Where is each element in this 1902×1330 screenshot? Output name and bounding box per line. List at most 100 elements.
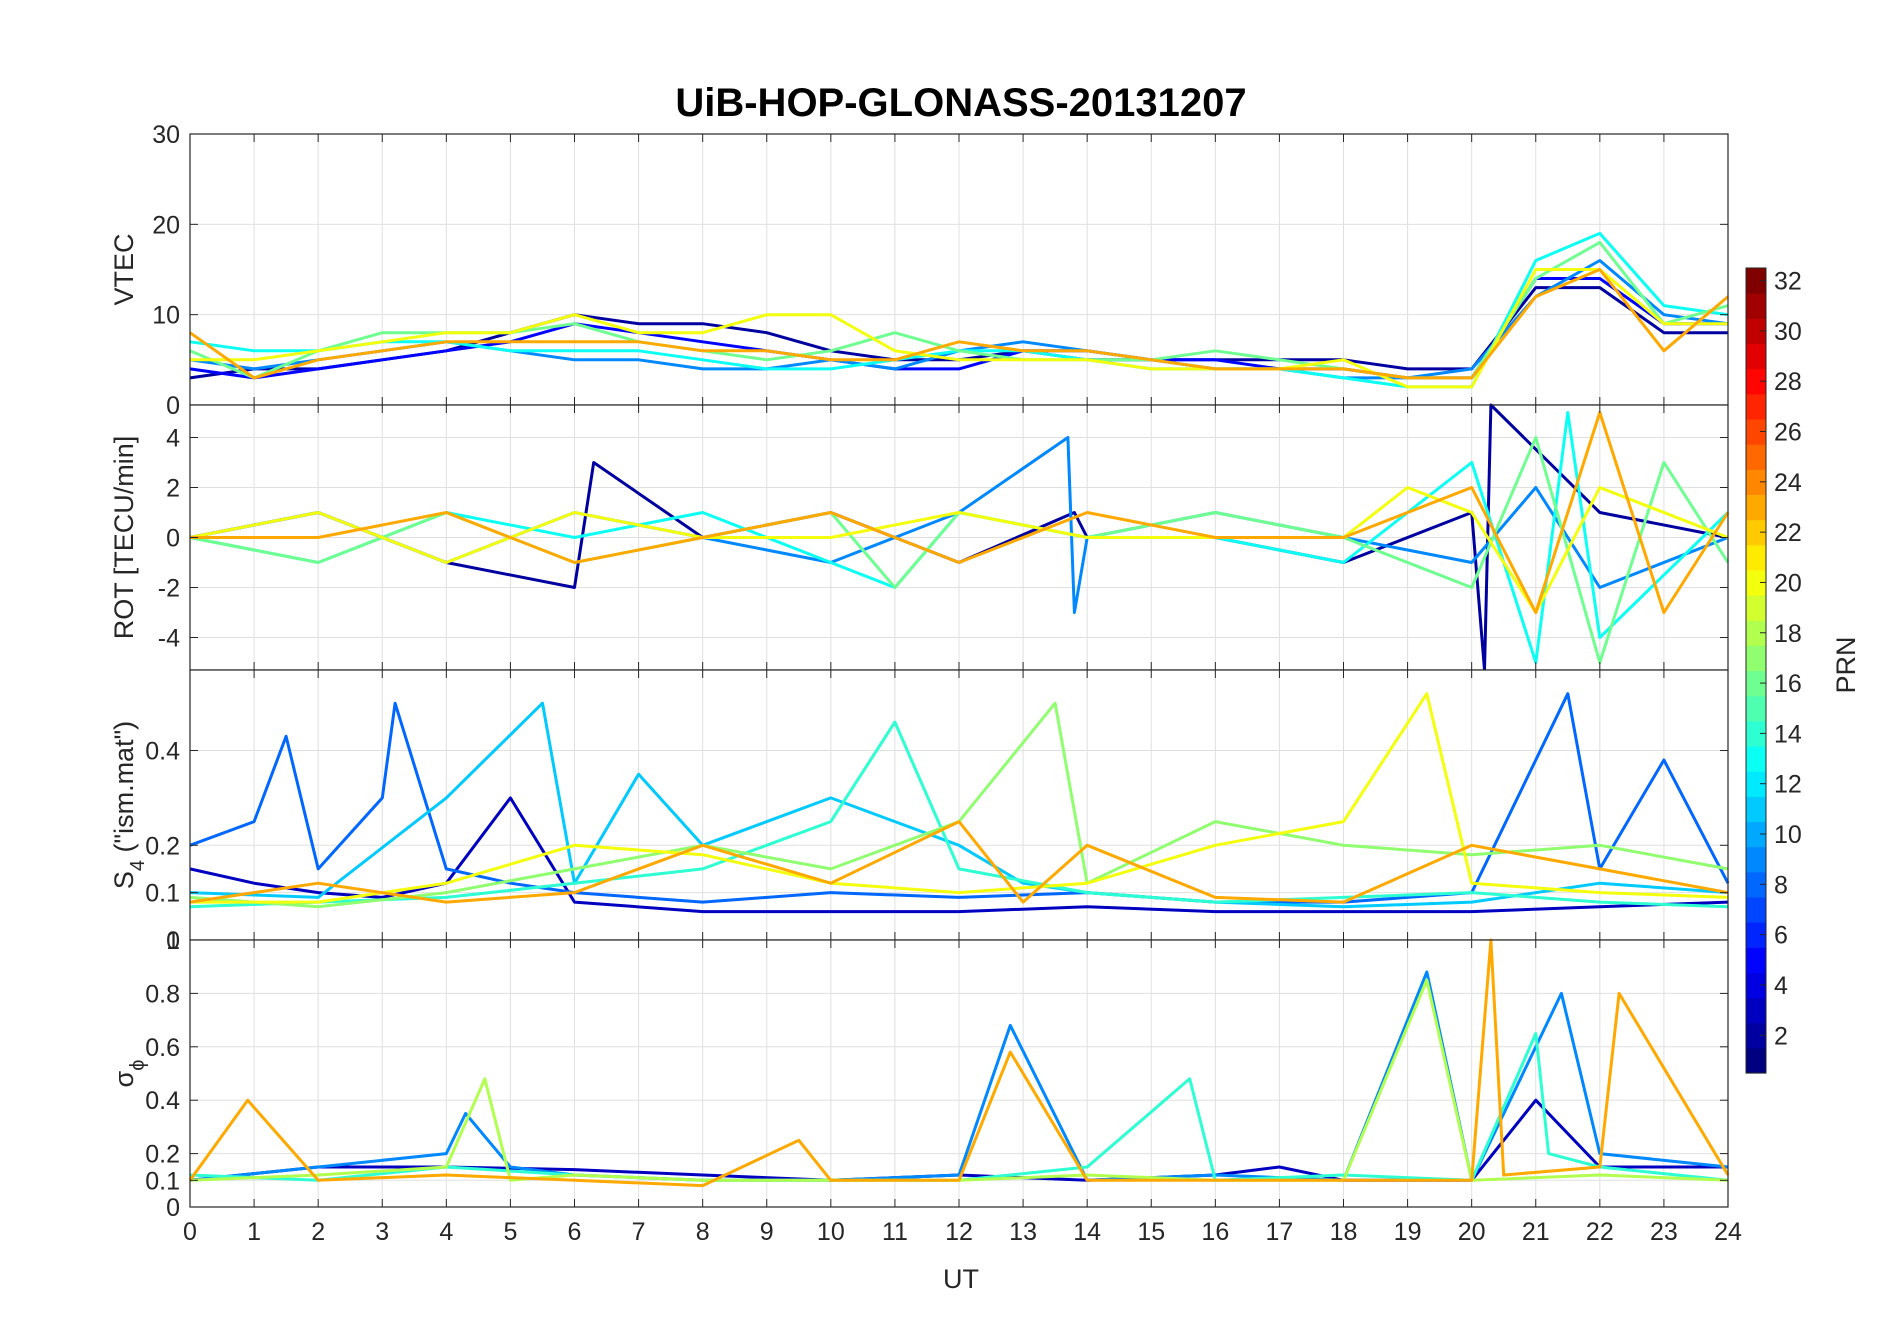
x-tick-label: 0: [183, 1218, 197, 1246]
colorbar-tick-label: 10: [1774, 821, 1802, 849]
y-tick-label: 0.1: [145, 880, 180, 908]
series-prn-11: [189, 701, 1729, 909]
x-tick-label: 9: [760, 1218, 774, 1246]
colorbar-swatch-21: [1746, 544, 1766, 571]
colorbar-frame: [1745, 267, 1767, 1074]
series-prn-2: [189, 403, 1729, 672]
colorbar-swatch-17: [1746, 645, 1766, 672]
series-prn-23: [190, 411, 1730, 614]
x-tick-label: 10: [817, 1218, 845, 1246]
colorbar-swatch-9: [1746, 846, 1766, 873]
y-tick-label: 20: [152, 211, 180, 239]
y-tick-label: 0.2: [145, 1141, 180, 1169]
x-tick-label: 24: [1714, 1218, 1742, 1246]
x-tick-label: 3: [375, 1218, 389, 1246]
x-tick-label: 16: [1201, 1218, 1229, 1246]
x-tick-label: 5: [503, 1218, 517, 1246]
series-prn-14: [189, 1032, 1729, 1182]
colorbar-swatch-3: [1746, 997, 1766, 1024]
colorbar-swatch-18: [1746, 620, 1766, 646]
x-tick-label: 13: [1009, 1218, 1037, 1246]
colorbar-swatch-29: [1746, 343, 1766, 370]
colorbar-tick-label: 24: [1774, 469, 1802, 497]
colorbar-swatch-19: [1746, 595, 1766, 621]
colorbar-tick-label: 12: [1774, 771, 1802, 799]
y-axis-label: S4 ("ism.mat"): [109, 721, 149, 889]
y-tick-label: 0.1: [145, 1167, 180, 1195]
x-tick-label: 14: [1073, 1218, 1101, 1246]
x-tick-label: 20: [1458, 1218, 1486, 1246]
x-tick-label: 23: [1650, 1218, 1678, 1246]
colorbar-swatch-6: [1746, 922, 1766, 948]
chart-title: UiB-HOP-GLONASS-20131207: [675, 81, 1246, 125]
colorbar-swatch-22: [1746, 519, 1766, 546]
x-tick-label: 7: [632, 1218, 646, 1246]
y-tick-label: 0: [166, 1194, 180, 1222]
y-tick-label: 2: [166, 475, 180, 503]
x-tick-label: 15: [1137, 1218, 1165, 1246]
x-tick-label: 1: [247, 1218, 261, 1246]
y-axis-label: VTEC: [109, 233, 139, 305]
colorbar-swatch-2: [1746, 1022, 1766, 1049]
y-tick-label: 0: [166, 392, 180, 420]
colorbar-tick-label: 16: [1774, 670, 1802, 698]
panel-s4: 00.10.20.4S4 ("ism.mat"): [109, 669, 1730, 955]
x-axis-label: UT: [943, 1264, 979, 1294]
series-prn-23: [189, 268, 1729, 380]
colorbar-swatch-25: [1746, 444, 1766, 470]
colorbar-swatch-11: [1746, 796, 1766, 823]
series-prn-20: [190, 692, 1729, 904]
y-tick-label: 1: [166, 927, 180, 955]
colorbar-swatch-16: [1746, 670, 1766, 697]
colorbar-swatch-4: [1746, 972, 1766, 999]
y-axis-label-main: σ: [109, 1070, 139, 1087]
colorbar-tick-label: 26: [1774, 419, 1802, 447]
y-axis-label: σϕ: [109, 1060, 149, 1088]
colorbar-swatch-5: [1746, 947, 1766, 973]
colorbar-tick-label: 8: [1774, 871, 1788, 899]
y-tick-label: 0.2: [145, 832, 180, 860]
colorbar-swatch-20: [1746, 569, 1766, 596]
colorbar-tick-label: 22: [1774, 519, 1802, 547]
panel-rot: -4 -2 0 2 4 ROT [TECU/min]: [109, 403, 1730, 672]
y-axis-label-rest: ("ism.mat"): [109, 721, 139, 860]
y-tick-label: 0.8: [145, 980, 180, 1008]
x-tick-label: 6: [568, 1218, 582, 1246]
y-tick-label: 4: [166, 425, 180, 453]
y-tick-label: 10: [152, 302, 180, 330]
y-tick-label: 0.6: [145, 1034, 180, 1062]
x-tick-label: 18: [1330, 1218, 1358, 1246]
colorbar-tick-label: 2: [1774, 1022, 1788, 1050]
colorbar-swatch-1: [1746, 1047, 1766, 1074]
series-prn-23: [189, 820, 1729, 904]
x-tick-label: 22: [1586, 1218, 1614, 1246]
colorbar-swatch-10: [1746, 821, 1766, 848]
series-prn-20: [189, 486, 1729, 614]
colorbar-swatch-23: [1746, 494, 1766, 521]
series-prn-14: [189, 720, 1729, 909]
y-tick-label: 0: [166, 525, 180, 553]
colorbar-tick-label: 4: [1774, 972, 1788, 1000]
colorbar-swatch-32: [1746, 268, 1766, 294]
colorbar-tick-label: 28: [1774, 368, 1802, 396]
colorbar-swatch-7: [1746, 896, 1766, 923]
colorbar-swatch-14: [1746, 720, 1766, 747]
colorbar-tick-label: 20: [1774, 569, 1802, 597]
colorbar-tick-label: 18: [1774, 620, 1802, 648]
x-tick-label: 19: [1394, 1218, 1422, 1246]
x-tick-label: 11: [882, 1218, 908, 1246]
colorbar-swatch-28: [1746, 368, 1766, 395]
x-tick-label: 8: [696, 1218, 710, 1246]
colorbar-tick-label: 6: [1774, 922, 1788, 950]
y-axis-label-main: S: [109, 871, 139, 889]
panel-vtec: 0 10 20 30 VTEC: [109, 121, 1729, 420]
series-prn-8: [189, 692, 1730, 904]
colorbar-swatch-15: [1746, 695, 1766, 722]
series-prn-20: [190, 268, 1728, 389]
colorbar-swatch-12: [1746, 771, 1766, 797]
colorbar-swatch-8: [1746, 871, 1766, 898]
